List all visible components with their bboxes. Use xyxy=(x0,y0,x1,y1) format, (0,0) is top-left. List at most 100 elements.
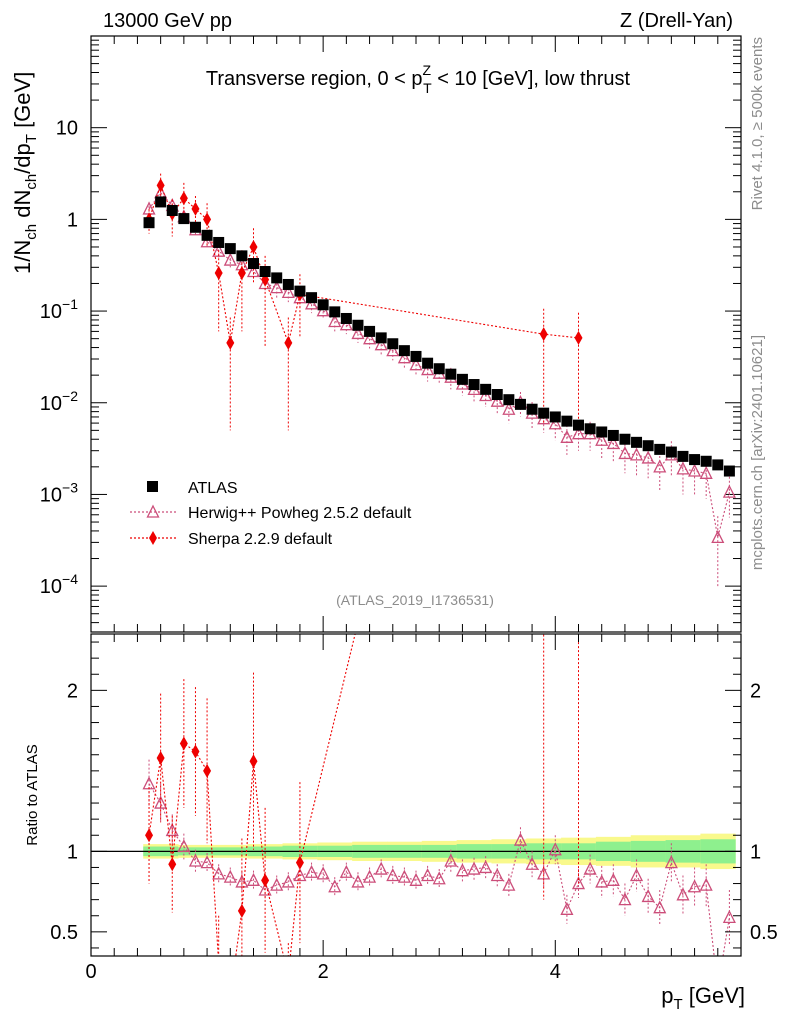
top-atlas-point xyxy=(712,459,724,471)
top-atlas-point xyxy=(236,250,248,262)
top-atlas-point xyxy=(480,383,492,395)
ratio-herwig-point xyxy=(328,879,342,893)
top-atlas-point xyxy=(642,440,654,452)
ratio-herwig-line xyxy=(148,783,730,956)
top-atlas-point xyxy=(677,450,689,462)
plot-title: Transverse region, 0 < pZ T < 10 [GeV], l… xyxy=(206,62,631,96)
top-atlas-point xyxy=(166,204,178,216)
top-herwig-point xyxy=(571,426,586,440)
main-plot: Transverse region, 0 < pZ T < 10 [GeV], l… xyxy=(10,35,742,633)
top-herwig-point xyxy=(304,296,319,310)
rivet-label: Rivet 4.1.0, ≥ 500k events xyxy=(749,37,766,210)
ratio-y-tick-labels: 0.5 0.5 1 1 2 2 xyxy=(50,680,778,944)
top-atlas-point xyxy=(364,325,376,337)
top-sherpa-point xyxy=(179,191,188,206)
top-atlas-point xyxy=(189,221,201,233)
top-herwig-point xyxy=(409,357,423,371)
ratio-y-tick-label-right-0: 0.5 xyxy=(750,922,778,944)
ratio-herwig-point xyxy=(316,866,330,880)
top-atlas-point xyxy=(619,433,631,445)
y-axis-label-top: 1/Nch dNch/dpT [GeV] xyxy=(10,72,40,274)
top-herwig-point xyxy=(328,314,342,328)
x-tick-label-2: 4 xyxy=(550,961,561,983)
ratio-herwig-point xyxy=(154,795,168,809)
top-herwig-point xyxy=(421,362,435,376)
ratio-sherpa-line xyxy=(148,634,356,956)
top-herwig-point xyxy=(339,317,353,331)
ratio-data-layer xyxy=(142,634,736,956)
top-sherpa-point xyxy=(574,330,583,345)
top-atlas-point xyxy=(654,443,666,455)
ratio-sherpa-point xyxy=(168,857,177,872)
ratio-herwig-point xyxy=(281,874,295,888)
top-herwig-point xyxy=(386,343,400,357)
top-herwig-point xyxy=(363,331,377,345)
legend-marker-herwig xyxy=(146,504,160,518)
legend-marker-sherpa xyxy=(149,531,157,545)
ratio-herwig-point xyxy=(467,861,481,875)
top-plot-frame xyxy=(90,35,742,633)
top-herwig-point xyxy=(595,432,609,446)
ratio-herwig-point xyxy=(513,832,528,846)
ratio-herwig-point xyxy=(397,869,411,883)
ratio-herwig-point xyxy=(200,855,214,869)
top-atlas-point xyxy=(445,368,457,380)
top-herwig-point xyxy=(397,350,411,364)
top-atlas-point xyxy=(306,292,318,304)
top-atlas-point xyxy=(503,394,515,406)
top-atlas-point xyxy=(468,379,480,391)
analysis-id: (ATLAS_2019_I1736531) xyxy=(336,592,494,608)
ratio-sherpa-point xyxy=(261,873,270,888)
top-atlas-point xyxy=(631,436,643,448)
ratio-herwig-point xyxy=(270,877,284,891)
ratio-herwig-point xyxy=(502,877,516,891)
top-atlas-point xyxy=(665,446,677,458)
ratio-herwig-point xyxy=(479,859,493,874)
top-atlas-point xyxy=(375,332,387,344)
top-sherpa-point xyxy=(203,212,212,227)
top-herwig-point xyxy=(653,459,667,473)
ratio-herwig-point xyxy=(304,864,319,878)
legend-label-sherpa: Sherpa 2.2.9 default xyxy=(188,531,333,548)
top-atlas-point xyxy=(549,411,561,423)
top-herwig-point xyxy=(560,429,574,443)
x-axis-label: pT [GeV] xyxy=(661,983,745,1013)
top-herwig-point xyxy=(676,461,690,475)
ratio-herwig-point xyxy=(455,863,469,877)
ratio-sherpa-point xyxy=(237,903,246,918)
mcplots-label: mcplots.cern.ch [arXiv:2401.10621] xyxy=(749,335,766,570)
top-atlas-point xyxy=(573,419,584,431)
top-atlas-point xyxy=(248,258,259,270)
ratio-herwig-point xyxy=(641,888,655,903)
ratio-herwig-point xyxy=(444,853,458,867)
top-atlas-point xyxy=(491,389,503,401)
top-atlas-point xyxy=(538,407,550,419)
ratio-herwig-point xyxy=(595,874,609,888)
ratio-axis-ticks xyxy=(90,634,742,956)
top-atlas-point xyxy=(213,236,225,248)
legend-entry-atlas: ATLAS xyxy=(147,480,238,497)
ratio-herwig-point xyxy=(223,869,237,883)
top-herwig-point xyxy=(502,401,516,415)
ratio-herwig-point xyxy=(606,872,620,886)
top-herwig-point xyxy=(548,416,562,430)
top-atlas-point xyxy=(271,272,283,284)
top-herwig-point xyxy=(722,484,736,498)
ratio-sherpa-point xyxy=(145,828,154,843)
top-herwig-point xyxy=(641,450,655,464)
ratio-herwig-point xyxy=(246,872,261,886)
top-atlas-point xyxy=(143,217,155,229)
ratio-herwig-point xyxy=(177,839,191,853)
ratio-herwig-point xyxy=(293,868,307,882)
top-atlas-point xyxy=(201,229,213,241)
top-atlas-point xyxy=(317,299,329,311)
top-atlas-point xyxy=(294,285,306,297)
y-tick-label-1: 1 xyxy=(67,209,78,231)
ratio-herwig-point xyxy=(374,861,388,875)
ratio-y-tick-label-right-2: 2 xyxy=(750,680,761,702)
legend-entry-herwig: Herwig++ Powheg 2.5.2 default xyxy=(130,504,412,522)
top-atlas-point xyxy=(526,403,538,415)
ratio-herwig-point xyxy=(363,869,377,883)
legend: ATLAS Herwig++ Powheg 2.5.2 default Sher… xyxy=(130,480,412,548)
